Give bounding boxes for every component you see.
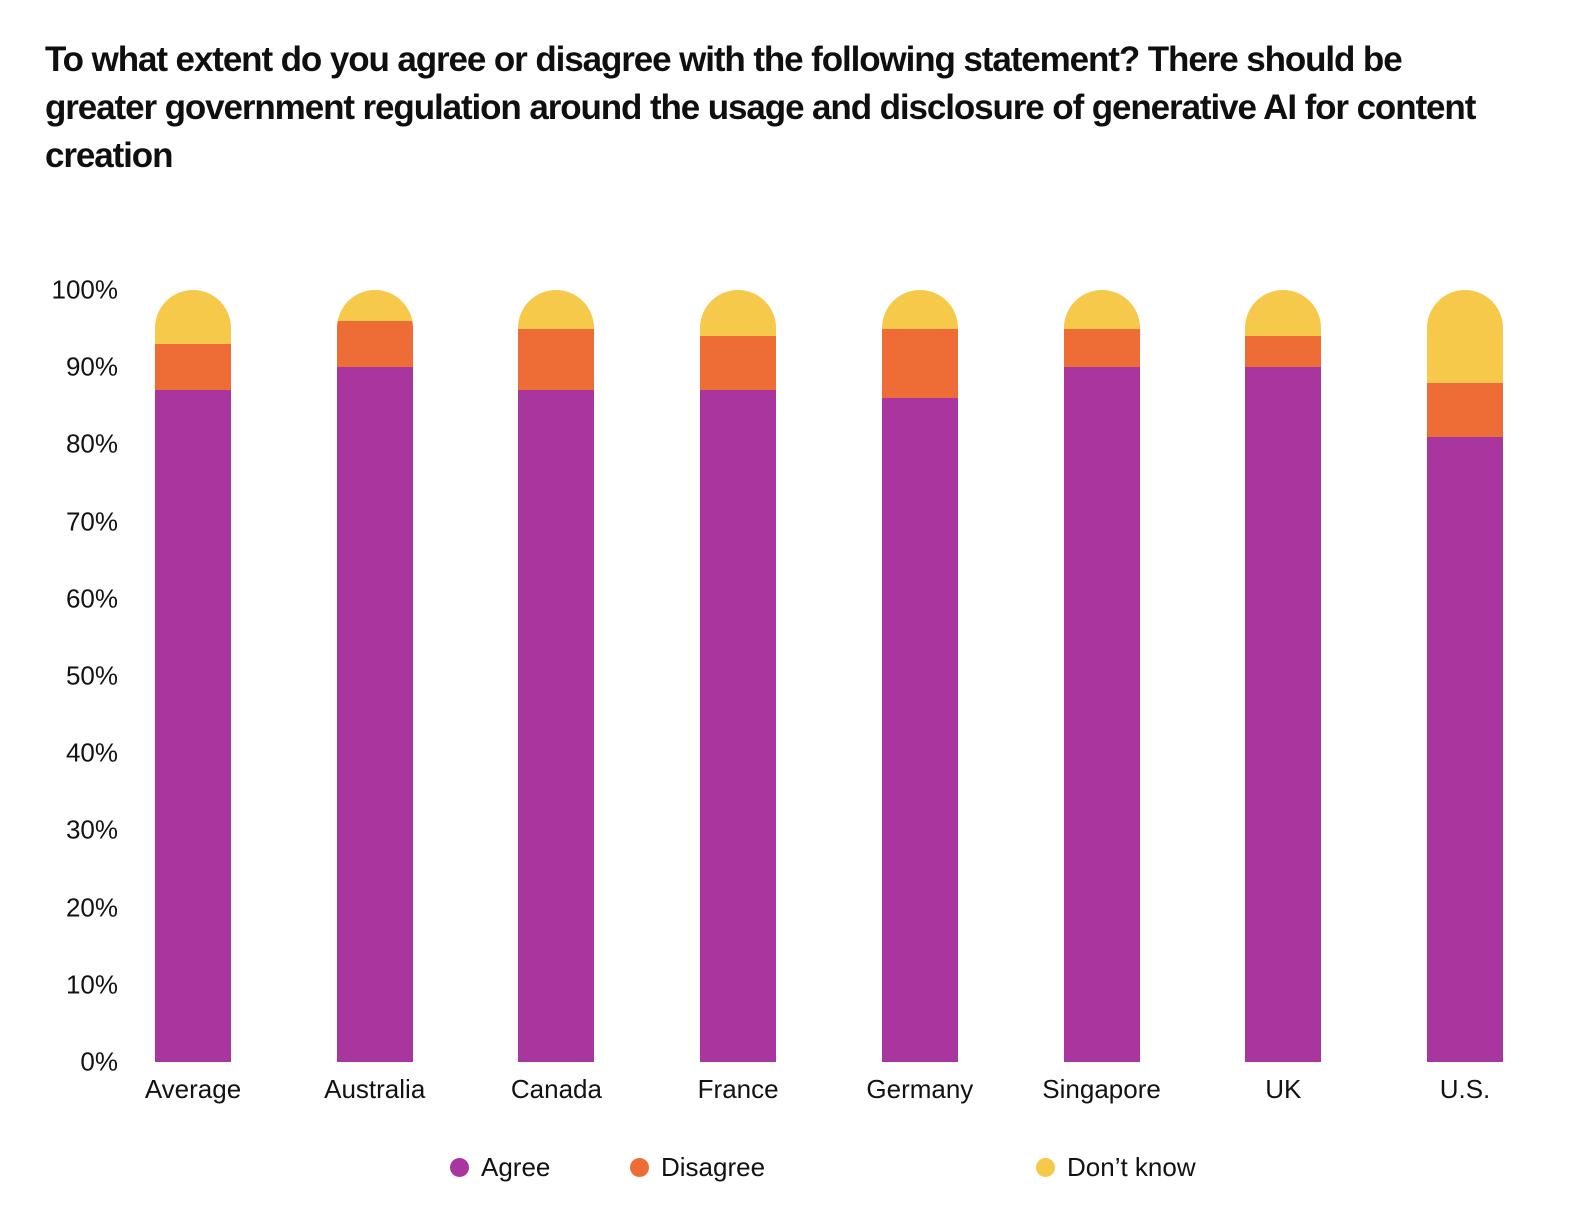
- y-tick-label-50: 50%: [65, 660, 118, 691]
- bars-container: [155, 290, 1503, 1062]
- segment-singapore-disagree: [1063, 328, 1140, 368]
- segment-france-don-t-know: [700, 290, 777, 337]
- segment-australia-don-t-know: [336, 290, 413, 321]
- segment-singapore-don-t-know: [1063, 290, 1140, 329]
- segment-average-disagree: [155, 344, 231, 391]
- bar-singapore: [1063, 290, 1140, 1062]
- bar-uk: [1245, 290, 1322, 1062]
- x-axis-label-canada: Canada: [510, 1074, 602, 1104]
- segment-germany-disagree: [881, 328, 958, 399]
- segment-germany-don-t-know: [881, 290, 958, 329]
- segment-u-s-disagree: [1426, 382, 1503, 437]
- y-tick-label-80: 80%: [65, 428, 118, 459]
- x-axis-label-singapore: Singapore: [1042, 1074, 1161, 1104]
- y-tick-label-30: 30%: [65, 814, 118, 845]
- segment-france-agree: [700, 390, 777, 1062]
- segment-australia-agree: [336, 367, 413, 1062]
- x-axis-label-australia: Australia: [324, 1074, 426, 1104]
- y-tick-label-40: 40%: [65, 737, 118, 768]
- legend-label-agree: Agree: [481, 1152, 551, 1182]
- bar-germany: [881, 290, 958, 1062]
- segment-canada-don-t-know: [518, 290, 595, 329]
- segment-uk-agree: [1245, 367, 1322, 1062]
- segment-france-disagree: [700, 336, 777, 391]
- x-axis-label-germany: Germany: [866, 1074, 974, 1104]
- legend-dot-don-t-know-icon: [1036, 1158, 1055, 1177]
- segment-u-s-agree: [1426, 436, 1503, 1062]
- segment-uk-disagree: [1245, 336, 1322, 368]
- segment-germany-agree: [881, 398, 958, 1062]
- legend-dot-agree-icon: [450, 1158, 469, 1177]
- legend-item-don-t-know: Don’t know: [1036, 1152, 1196, 1183]
- bar-australia: [336, 290, 413, 1062]
- y-axis: 100% 90% 80% 70% 60% 50% 40% 30% 20% 10% 0%: [40, 275, 119, 1077]
- y-tick-label-10: 10%: [65, 969, 118, 1000]
- bar-u-s: [1426, 290, 1503, 1062]
- x-axis-label-uk: UK: [1265, 1074, 1302, 1104]
- segment-u-s-don-t-know: [1426, 290, 1503, 383]
- legend-label-don-t-know: Don’t know: [1067, 1152, 1196, 1182]
- segment-australia-disagree: [336, 320, 413, 368]
- bar-canada: [518, 290, 595, 1062]
- chart-title: To what extent do you agree or disagree …: [45, 40, 1476, 175]
- segment-uk-don-t-know: [1245, 290, 1322, 337]
- segment-average-don-t-know: [155, 290, 231, 345]
- legend-item-disagree: Disagree: [630, 1152, 765, 1183]
- segment-canada-disagree: [518, 328, 595, 391]
- legend-label-disagree: Disagree: [661, 1152, 766, 1182]
- segment-singapore-agree: [1063, 367, 1140, 1062]
- x-axis-label-france: France: [697, 1074, 779, 1104]
- legend-item-agree: Agree: [450, 1152, 550, 1183]
- x-axis-label-u-s: U.S.: [1439, 1074, 1491, 1104]
- y-tick-label-70: 70%: [65, 506, 118, 537]
- bar-average: [155, 290, 231, 1062]
- segment-canada-agree: [518, 390, 595, 1062]
- legend-dot-disagree-icon: [630, 1158, 649, 1177]
- bar-france: [700, 290, 777, 1062]
- y-tick-label-20: 20%: [65, 892, 118, 923]
- segment-average-agree: [155, 390, 231, 1062]
- x-axis-label-average: Average: [144, 1074, 242, 1104]
- y-tick-label-100: 100%: [51, 274, 119, 305]
- y-tick-label-0: 0%: [80, 1046, 118, 1077]
- y-tick-label-90: 90%: [65, 351, 118, 382]
- y-tick-label-60: 60%: [65, 583, 118, 614]
